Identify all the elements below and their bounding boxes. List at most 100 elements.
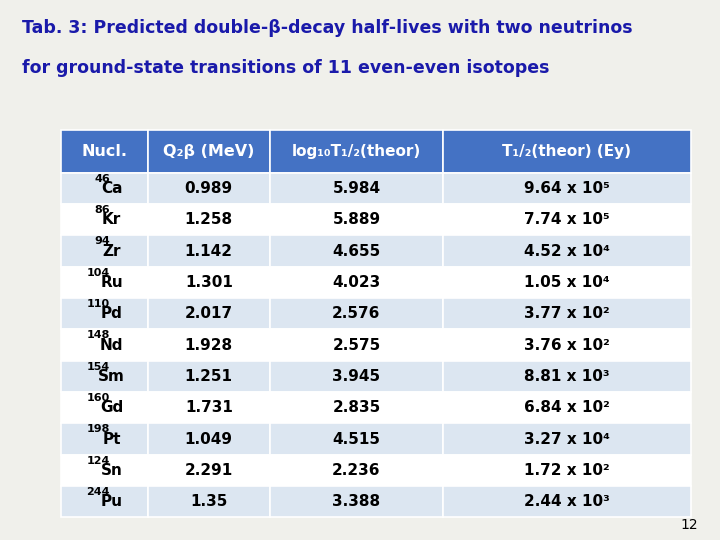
Bar (270, 486, 443, 517)
Text: Pt: Pt (102, 431, 121, 447)
Bar (148, 130, 270, 173)
Text: Gd: Gd (100, 400, 123, 415)
Bar (148, 173, 270, 204)
Bar (443, 423, 691, 455)
Text: Ru: Ru (100, 275, 123, 290)
Bar (443, 235, 691, 267)
Text: 148: 148 (86, 330, 109, 340)
Bar (270, 455, 443, 486)
Bar (61, 267, 148, 298)
Bar (61, 235, 148, 267)
Bar (270, 130, 443, 173)
Bar (148, 455, 270, 486)
Text: 6.84 x 10²: 6.84 x 10² (524, 400, 610, 415)
Text: Nd: Nd (100, 338, 123, 353)
Bar (270, 204, 443, 235)
Text: 4.515: 4.515 (333, 431, 380, 447)
Bar (148, 329, 270, 361)
Text: 2.835: 2.835 (332, 400, 381, 415)
Bar (443, 455, 691, 486)
Bar (443, 392, 691, 423)
Text: 2.575: 2.575 (332, 338, 381, 353)
Bar (148, 204, 270, 235)
Text: 198: 198 (86, 424, 109, 434)
Bar (443, 486, 691, 517)
Text: Ca: Ca (101, 181, 122, 196)
Bar (61, 423, 148, 455)
Bar (443, 204, 691, 235)
Bar (270, 235, 443, 267)
Text: for ground-state transitions of 11 even-even isotopes: for ground-state transitions of 11 even-… (22, 59, 549, 77)
Bar (61, 173, 148, 204)
Text: 1.05 x 10⁴: 1.05 x 10⁴ (524, 275, 610, 290)
Text: Kr: Kr (102, 212, 121, 227)
Text: 1.35: 1.35 (190, 494, 228, 509)
Text: Tab. 3: Predicted double-β-decay half-lives with two neutrinos: Tab. 3: Predicted double-β-decay half-li… (22, 19, 632, 37)
Bar (61, 361, 148, 392)
Bar (148, 423, 270, 455)
Bar (148, 361, 270, 392)
Text: 1.301: 1.301 (185, 275, 233, 290)
Bar (148, 486, 270, 517)
Bar (61, 455, 148, 486)
Text: Zr: Zr (102, 244, 121, 259)
Bar (443, 173, 691, 204)
Bar (148, 392, 270, 423)
Text: 104: 104 (86, 268, 109, 278)
Bar (443, 329, 691, 361)
Bar (270, 392, 443, 423)
Bar (443, 298, 691, 329)
Bar (61, 130, 148, 173)
Text: log₁₀T₁/₂(theor): log₁₀T₁/₂(theor) (292, 144, 421, 159)
Bar (61, 329, 148, 361)
Text: Pd: Pd (101, 306, 122, 321)
Text: 2.576: 2.576 (332, 306, 381, 321)
Text: 4.52 x 10⁴: 4.52 x 10⁴ (524, 244, 610, 259)
Text: Sn: Sn (101, 463, 122, 478)
Text: 3.27 x 10⁴: 3.27 x 10⁴ (524, 431, 610, 447)
Text: 1.928: 1.928 (185, 338, 233, 353)
Text: 1.142: 1.142 (185, 244, 233, 259)
Text: 2.236: 2.236 (332, 463, 381, 478)
Text: 2.291: 2.291 (184, 463, 233, 478)
Text: 154: 154 (86, 362, 109, 372)
Bar (270, 173, 443, 204)
Text: 9.64 x 10⁵: 9.64 x 10⁵ (524, 181, 610, 196)
Text: 0.989: 0.989 (185, 181, 233, 196)
Text: 4.655: 4.655 (332, 244, 381, 259)
Text: 94: 94 (94, 237, 110, 246)
Text: Nucl.: Nucl. (81, 144, 127, 159)
Text: 5.889: 5.889 (333, 212, 380, 227)
Text: 1.258: 1.258 (185, 212, 233, 227)
Text: 46: 46 (94, 174, 110, 184)
Text: 1.72 x 10²: 1.72 x 10² (524, 463, 610, 478)
Text: 110: 110 (86, 299, 109, 309)
Bar (443, 130, 691, 173)
Bar (443, 267, 691, 298)
Text: 2.44 x 10³: 2.44 x 10³ (524, 494, 610, 509)
Bar (270, 361, 443, 392)
Text: 4.023: 4.023 (332, 275, 381, 290)
Text: 12: 12 (681, 518, 698, 532)
Text: 244: 244 (86, 487, 109, 497)
Text: 1.049: 1.049 (185, 431, 233, 447)
Text: 1.251: 1.251 (185, 369, 233, 384)
Text: 124: 124 (86, 456, 109, 465)
Text: 5.984: 5.984 (333, 181, 380, 196)
Text: 3.77 x 10²: 3.77 x 10² (524, 306, 610, 321)
Text: T₁/₂(theor) (Ey): T₁/₂(theor) (Ey) (503, 144, 631, 159)
Bar (270, 298, 443, 329)
Text: 160: 160 (86, 393, 109, 403)
Text: 8.81 x 10³: 8.81 x 10³ (524, 369, 610, 384)
Bar (443, 361, 691, 392)
Bar (61, 298, 148, 329)
Bar (148, 298, 270, 329)
Bar (270, 329, 443, 361)
Text: 2.017: 2.017 (185, 306, 233, 321)
Text: Pu: Pu (101, 494, 122, 509)
Bar (148, 267, 270, 298)
Text: 7.74 x 10⁵: 7.74 x 10⁵ (524, 212, 610, 227)
Bar (270, 423, 443, 455)
Text: 86: 86 (94, 205, 110, 215)
Text: 3.388: 3.388 (333, 494, 380, 509)
